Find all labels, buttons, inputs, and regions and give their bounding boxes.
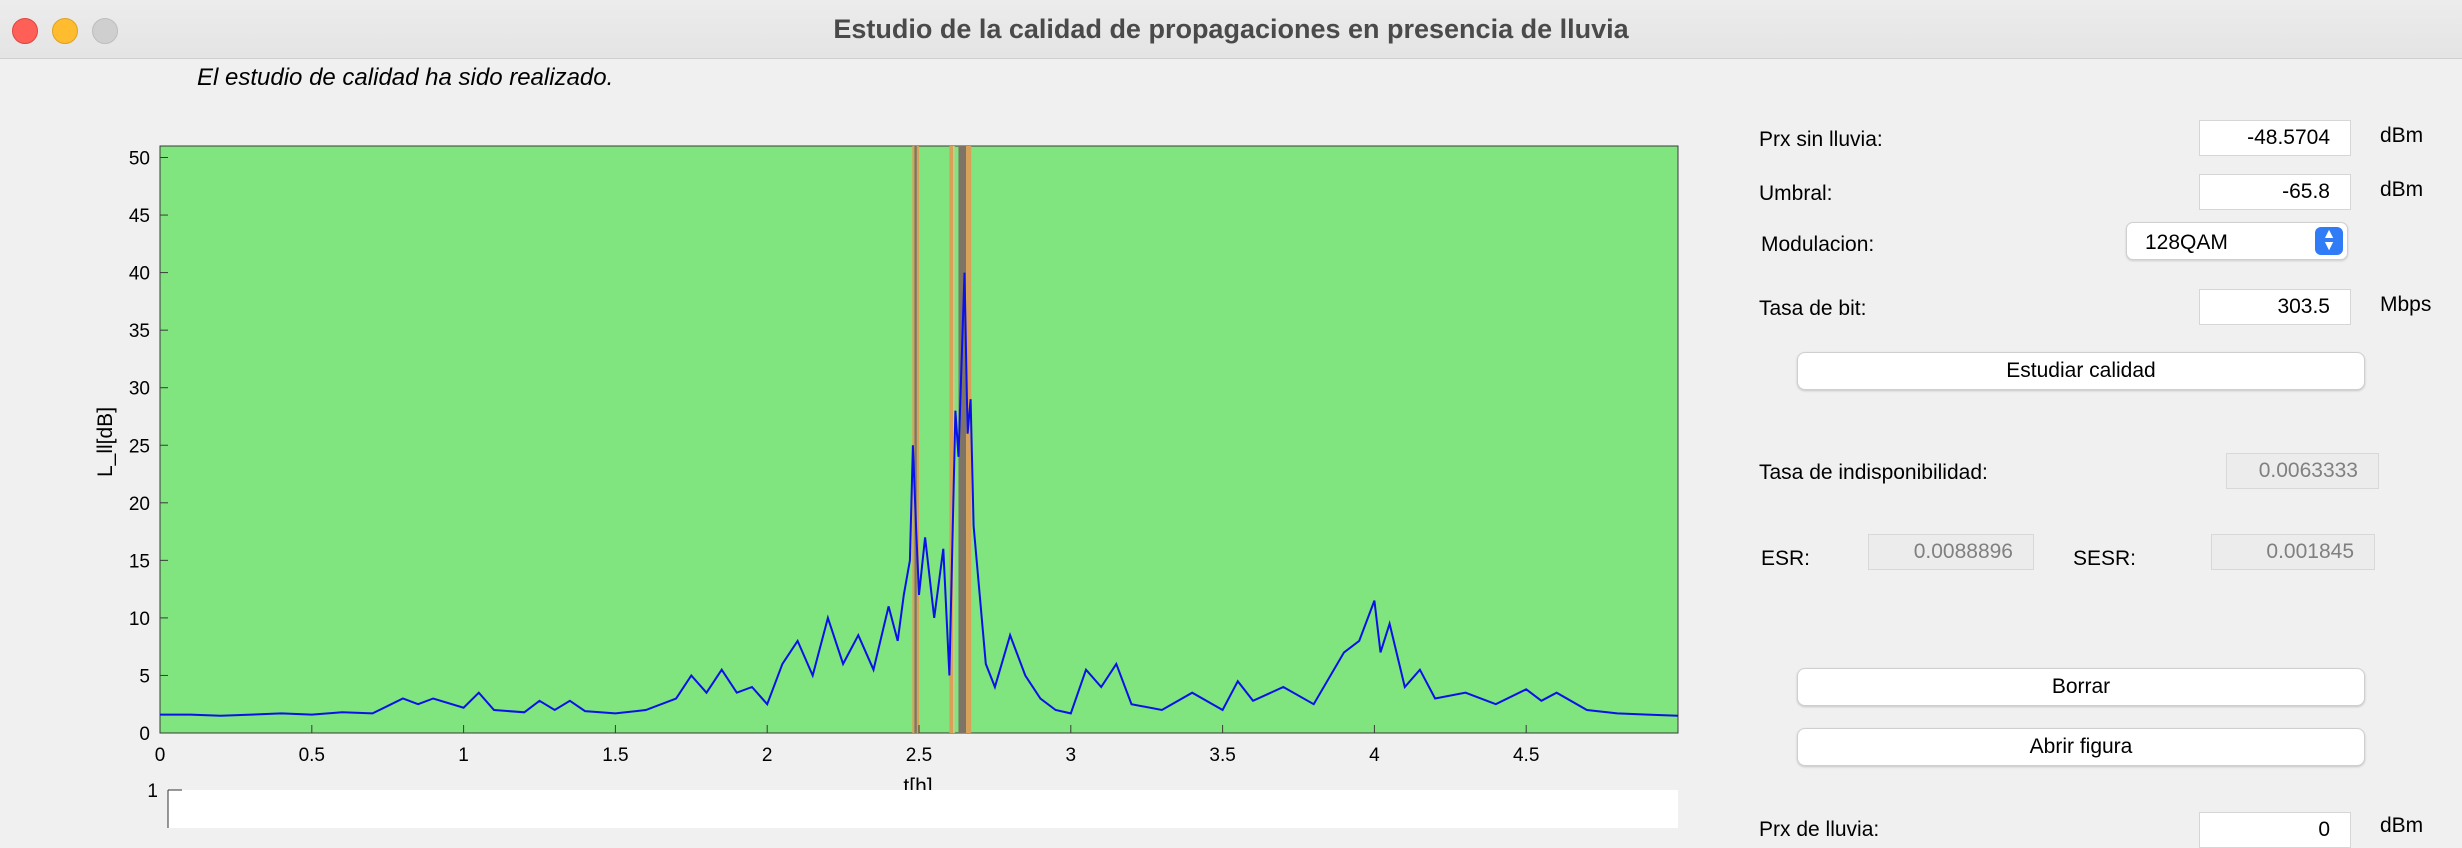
x-tick-label: 3: [1066, 745, 1077, 766]
tasa-bit-input[interactable]: [2199, 289, 2351, 325]
close-window-button[interactable]: [12, 18, 38, 44]
window-title: Estudio de la calidad de propagaciones e…: [833, 14, 1629, 44]
y-axis-label: L_ll[dB]: [94, 407, 117, 477]
bottom-clipped-unit: dBm: [2380, 814, 2424, 837]
minimize-window-button[interactable]: [52, 18, 78, 44]
y-tick-label: 30: [129, 379, 150, 400]
x-tick-label: 2: [762, 745, 773, 766]
prx-input[interactable]: [2199, 120, 2351, 156]
y-tick-label: 10: [129, 609, 150, 630]
y-tick-label: 20: [129, 494, 150, 515]
modulacion-select[interactable]: 128QAM ▲ ▼: [2126, 222, 2348, 260]
sesr-output: [2211, 534, 2375, 570]
bottom-clipped-input[interactable]: [2199, 812, 2351, 848]
estudiar-calidad-button[interactable]: Estudiar calidad: [1797, 352, 2365, 390]
x-tick-label: 4: [1369, 745, 1380, 766]
availability-band: [916, 146, 919, 733]
y-tick-label: 15: [129, 551, 150, 572]
borrar-button[interactable]: Borrar: [1797, 668, 2365, 706]
x-tick-label: 0: [155, 745, 166, 766]
x-tick-label: 0.5: [299, 745, 325, 766]
indisponibilidad-label: Tasa de indisponibilidad:: [1759, 461, 1988, 484]
modulacion-label: Modulacion:: [1761, 233, 1875, 256]
lower-axes-area: [168, 790, 1678, 828]
umbral-unit: dBm: [2380, 178, 2424, 201]
sesr-label: SESR:: [2073, 547, 2137, 570]
y-tick-label: 50: [129, 149, 150, 170]
x-tick-label: 1.5: [602, 745, 628, 766]
modulacion-selected-value: 128QAM: [2145, 231, 2228, 254]
indisponibilidad-output: [2226, 453, 2379, 489]
y-tick-label: 5: [139, 666, 150, 687]
availability-band: [914, 146, 917, 733]
y-tick-label: 45: [129, 206, 150, 227]
title-bar: Estudio de la calidad de propagaciones e…: [0, 0, 2462, 59]
bottom-clipped-label: Prx de lluvia:: [1759, 818, 1880, 841]
x-tick-label: 3.5: [1209, 745, 1235, 766]
y-tick-label: 0: [139, 724, 150, 745]
prx-unit: dBm: [2380, 124, 2424, 147]
maximize-window-button[interactable]: [92, 18, 118, 44]
umbral-label: Umbral:: [1759, 182, 1833, 205]
rain-attenuation-chart: 0 5 10 15 20 25 30 35 40 45 50 0 0.5 1 1.5 2 2.5 3 3.5 4 4.…: [94, 145, 1679, 828]
x-tick-label: 1: [458, 745, 469, 766]
x-tick-label: 4.5: [1513, 745, 1539, 766]
attenuation-series-line: [160, 272, 1679, 717]
availability-band: [966, 146, 972, 733]
x-tick-label: 2.5: [906, 745, 932, 766]
y-tick-label: 25: [129, 436, 150, 457]
availability-band: [912, 146, 915, 733]
tasa-bit-label: Tasa de bit:: [1759, 297, 1867, 320]
chevron-up-down-icon: ▲ ▼: [2315, 226, 2343, 255]
prx-label: Prx sin lluvia:: [1759, 128, 1883, 151]
umbral-input[interactable]: [2199, 174, 2351, 210]
tasa-bit-unit: Mbps: [2380, 293, 2432, 316]
esr-label: ESR:: [1761, 547, 1811, 570]
abrir-figura-button[interactable]: Abrir figura: [1797, 728, 2365, 766]
status-message: El estudio de calidad ha sido realizado.: [197, 64, 614, 91]
y-tick-label: 35: [129, 321, 150, 342]
esr-output: [1868, 534, 2034, 570]
availability-band: [958, 146, 967, 733]
availability-band: [949, 146, 954, 733]
y-tick-label: 40: [129, 264, 150, 285]
lower-axes-tick-label: 1: [147, 781, 158, 802]
